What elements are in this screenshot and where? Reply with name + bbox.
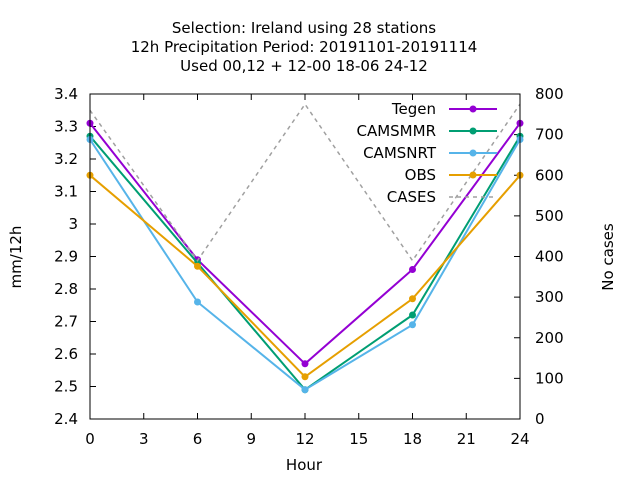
legend-marker-obs — [469, 171, 477, 179]
y-tick-label: 3.2 — [54, 150, 78, 168]
data-point-obs — [194, 262, 201, 270]
legend-marker-camsnrt — [469, 149, 477, 157]
data-point-camsnrt — [194, 298, 201, 306]
y-tick-label: 3.3 — [54, 118, 78, 136]
legend-label-camsnrt: CAMSNRT — [363, 144, 437, 162]
x-tick-label: 18 — [403, 430, 422, 448]
legend-marker-camsmmr — [469, 127, 477, 135]
legend-label-obs: OBS — [405, 166, 436, 184]
legend-marker-tegen — [469, 105, 477, 113]
x-tick-label: 21 — [457, 430, 476, 448]
axis-ticks: 0 3 6 9 12 15 18 21 24 2.4 2.5 2.6 2.7 2.8 2.9 3 3.1 3.2 3… — [54, 85, 564, 448]
y2-tick-label: 500 — [535, 207, 564, 225]
y-tick-label: 2.9 — [54, 248, 78, 266]
series-line-cases — [89, 102, 521, 262]
y2-tick-label: 200 — [535, 329, 564, 347]
x-axis-label: Hour — [286, 456, 323, 474]
y2-tick-label: 400 — [535, 248, 564, 266]
y2-tick-label: 300 — [535, 288, 564, 306]
data-point-obs — [409, 295, 416, 303]
legend-label-camsmmr: CAMSMMR — [356, 122, 436, 140]
x-tick-label: 0 — [85, 430, 95, 448]
legend: Tegen CAMSMMR CAMSNRT OBS CASES — [356, 100, 497, 206]
chart-title-line-2: 12h Precipitation Period: 20191101-20191… — [131, 38, 478, 56]
x-tick-label: 3 — [139, 430, 149, 448]
legend-label-cases: CASES — [387, 188, 436, 206]
x-tick-label: 9 — [246, 430, 256, 448]
y2-axis-label: No cases — [599, 223, 617, 291]
data-point-tegen — [301, 360, 309, 368]
data-point-tegen — [409, 266, 416, 273]
chart-title-line-1: Selection: Ireland using 28 stations — [172, 19, 436, 37]
y-tick-label: 2.7 — [54, 313, 78, 331]
y-tick-label: 2.5 — [54, 378, 78, 396]
data-point-camsnrt — [301, 386, 309, 394]
legend-label-tegen: Tegen — [391, 100, 436, 118]
x-tick-label: 6 — [193, 430, 203, 448]
x-tick-label: 15 — [349, 430, 368, 448]
y-tick-label: 3 — [68, 215, 78, 233]
data-point-camsnrt — [409, 321, 416, 329]
y2-tick-label: 800 — [535, 85, 564, 103]
y-tick-label: 2.6 — [54, 345, 78, 363]
y-tick-label: 2.8 — [54, 280, 78, 298]
series-line-camsnrt — [89, 138, 521, 391]
x-tick-label: 24 — [510, 430, 529, 448]
data-point-obs — [301, 373, 309, 381]
y-tick-label: 3.4 — [54, 85, 78, 103]
x-tick-label: 12 — [295, 430, 314, 448]
y2-tick-label: 0 — [535, 410, 545, 428]
chart-title: Selection: Ireland using 28 stations 12h… — [131, 19, 478, 75]
y-axis-label: mm/12h — [7, 226, 25, 289]
y-tick-label: 2.4 — [54, 410, 78, 428]
chart-title-line-3: Used 00,12 + 12-00 18-06 24-12 — [180, 57, 428, 75]
y-tick-label: 3.1 — [54, 183, 78, 201]
y2-tick-label: 100 — [535, 369, 564, 387]
plot-series — [86, 102, 524, 394]
data-point-camsmmr — [409, 311, 416, 319]
plot-frame — [89, 93, 521, 420]
y2-tick-label: 600 — [535, 166, 564, 184]
y2-tick-label: 700 — [535, 126, 564, 144]
